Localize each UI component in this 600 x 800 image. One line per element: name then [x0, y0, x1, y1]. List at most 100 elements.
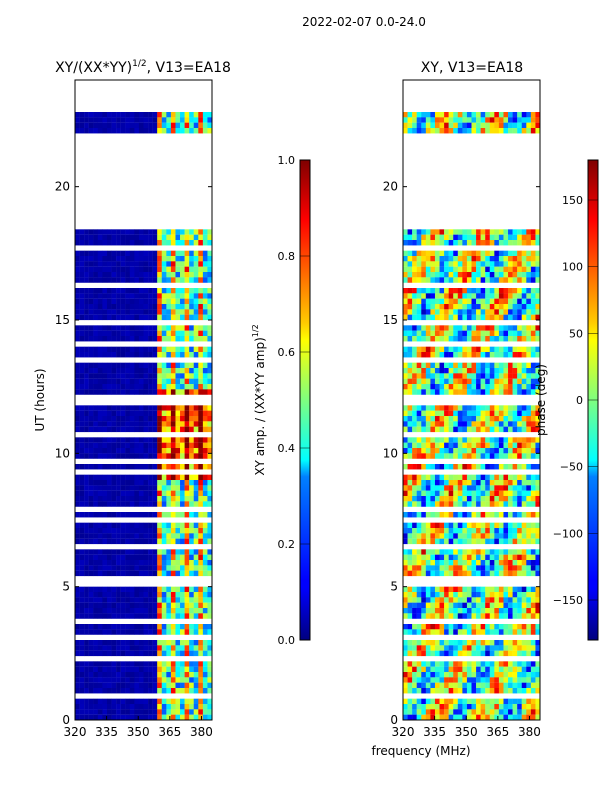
heatmap-cell	[498, 384, 504, 390]
heatmap-cell	[476, 586, 481, 593]
heatmap-cell	[75, 405, 80, 411]
heatmap-cell	[184, 416, 190, 422]
heatmap-cell	[170, 629, 176, 635]
heatmap-cell	[129, 554, 135, 561]
heatmap-cell	[430, 229, 436, 235]
heatmap-cell	[97, 560, 103, 566]
heatmap-cell	[453, 352, 458, 358]
heatmap-cell	[129, 240, 135, 246]
heatmap-cell	[193, 629, 199, 635]
right-x-axis-label: frequency (MHz)	[371, 744, 470, 758]
heatmap-cell	[102, 474, 108, 481]
heatmap-cell	[88, 272, 94, 278]
heatmap-cell	[93, 362, 99, 369]
heatmap-cell	[462, 448, 468, 454]
heatmap-cell	[521, 346, 527, 353]
heatmap-cell	[134, 117, 140, 123]
heatmap-cell	[97, 624, 103, 630]
heatmap-cell	[157, 421, 162, 427]
heatmap-cell	[157, 256, 162, 262]
heatmap-cell	[79, 650, 85, 657]
heatmap-cell	[129, 293, 135, 299]
heatmap-cell	[480, 277, 486, 283]
heatmap-cell	[448, 586, 454, 593]
heatmap-cell	[148, 464, 153, 470]
heatmap-cell	[439, 336, 445, 342]
heatmap-cell	[134, 490, 140, 497]
heatmap-cell	[157, 709, 162, 715]
heatmap-cell	[198, 330, 204, 337]
heatmap-cell	[207, 250, 213, 257]
heatmap-cell	[125, 608, 130, 614]
heatmap-cell	[79, 560, 85, 566]
heatmap-cell	[143, 496, 149, 502]
heatmap-cell	[116, 533, 121, 539]
heatmap-cell	[175, 368, 181, 374]
heatmap-cell	[439, 677, 445, 683]
heatmap-cell	[421, 597, 427, 603]
heatmap-cell	[143, 661, 149, 667]
heatmap-cell	[453, 330, 458, 337]
heatmap-cell	[416, 485, 422, 491]
heatmap-cell	[180, 304, 185, 310]
heatmap-cell	[84, 522, 89, 529]
heatmap-cell	[466, 325, 472, 331]
heatmap-cell	[111, 586, 117, 593]
heatmap-cell	[134, 298, 140, 305]
heatmap-cell	[494, 704, 500, 710]
heatmap-cell	[457, 288, 463, 294]
heatmap-cell	[494, 442, 500, 449]
heatmap-cell	[111, 442, 117, 449]
heatmap-cell	[508, 565, 513, 571]
heatmap-cell	[430, 565, 436, 571]
heatmap-cell	[462, 437, 468, 443]
heatmap-cell	[111, 650, 117, 657]
heatmap-cell	[448, 277, 454, 283]
heatmap-cell	[134, 704, 140, 710]
heatmap-cell	[517, 522, 522, 529]
heatmap-cell	[498, 501, 504, 507]
heatmap-cell	[444, 229, 449, 235]
heatmap-cell	[434, 272, 440, 278]
heatmap-cell	[125, 240, 130, 246]
heatmap-cell	[170, 272, 176, 278]
heatmap-cell	[439, 112, 445, 118]
heatmap-cell	[120, 117, 126, 123]
heatmap-cell	[480, 560, 486, 566]
heatmap-cell	[88, 661, 94, 667]
heatmap-cell	[129, 709, 135, 715]
heatmap-cell	[457, 416, 463, 422]
heatmap-cell	[457, 549, 463, 555]
heatmap-cell	[152, 501, 158, 507]
heatmap-cell	[485, 512, 490, 518]
heatmap-cell	[530, 485, 536, 491]
heatmap-cell	[439, 586, 445, 593]
heatmap-cell	[143, 128, 149, 134]
heatmap-cell	[111, 698, 117, 705]
heatmap-cell	[439, 256, 445, 262]
heatmap-cell	[434, 309, 440, 315]
heatmap-cell	[489, 714, 495, 721]
heatmap-cell	[444, 698, 449, 705]
heatmap-cell	[530, 304, 536, 310]
heatmap-cell	[503, 309, 509, 315]
heatmap-cell	[88, 448, 94, 454]
heatmap-cell	[530, 410, 536, 417]
heatmap-cell	[120, 677, 126, 683]
heatmap-cell	[129, 688, 135, 694]
heatmap-cell	[129, 426, 135, 433]
x-tick-label: 365	[158, 725, 181, 739]
heatmap-cell	[170, 352, 176, 358]
heatmap-cell	[134, 112, 140, 118]
heatmap-cell	[466, 314, 472, 321]
heatmap-cell	[425, 549, 431, 555]
heatmap-cell	[416, 522, 422, 529]
heatmap-cell	[466, 272, 472, 278]
heatmap-cell	[403, 352, 408, 358]
heatmap-cell	[129, 661, 135, 667]
heatmap-cell	[448, 266, 454, 273]
heatmap-cell	[403, 464, 408, 470]
heatmap-cell	[157, 480, 162, 486]
heatmap-cell	[457, 714, 463, 721]
heatmap-cell	[508, 352, 513, 358]
